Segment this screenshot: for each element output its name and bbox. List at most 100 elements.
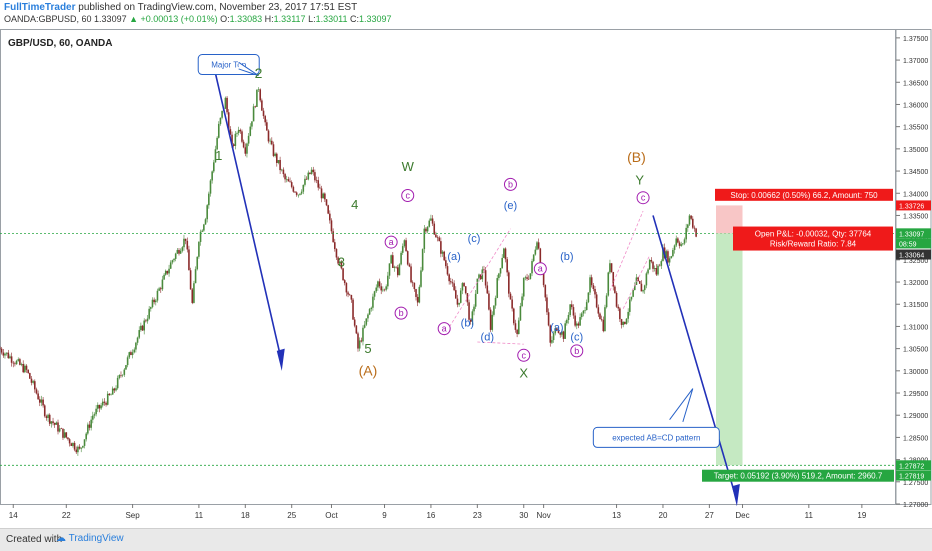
candle-body: [305, 178, 308, 180]
x-tick-label: 9: [382, 511, 387, 520]
candle-body: [650, 259, 653, 262]
candle-body: [587, 292, 590, 303]
author-link[interactable]: FullTimeTrader: [4, 2, 76, 13]
wave-label: X: [519, 365, 528, 380]
candle-body: [68, 439, 71, 444]
candle-body: [290, 182, 293, 187]
candle-body: [297, 194, 300, 196]
wave-label: (b): [560, 251, 573, 263]
open-pnl-line1: Open P&L: -0.00032, Qty: 37764: [755, 230, 872, 239]
candle-body: [605, 295, 608, 308]
candle-body: [488, 293, 490, 310]
candle-body: [665, 251, 668, 258]
candle-body: [35, 389, 38, 394]
y-tick-label: 1.37500: [903, 36, 928, 43]
candle-body: [320, 188, 323, 199]
candle-body: [37, 393, 39, 400]
chart-frame[interactable]: Major Top expected AB=CD pattern Stop: 0.0…: [0, 29, 932, 522]
candle-body: [120, 374, 122, 376]
candle-body: [161, 279, 164, 290]
candle-body: [325, 199, 328, 206]
price-badge: [896, 238, 931, 249]
candle-body: [150, 307, 152, 309]
candle-body: [456, 298, 459, 305]
candle-body: [511, 299, 513, 309]
high-value: 1.33117: [273, 14, 306, 24]
candle-body: [503, 248, 505, 258]
candle-body: [12, 362, 15, 364]
x-tick-label: 20: [659, 511, 668, 520]
major-top-callout-tail: [238, 61, 259, 77]
chart-title: GBP/USD, 60, OANDA: [8, 38, 112, 49]
candle-body: [579, 317, 581, 326]
candle-body: [436, 237, 439, 238]
candle-body: [514, 323, 517, 330]
candle-body: [95, 408, 97, 415]
symbol-text: OANDA:GBPUSD, 60: [4, 14, 92, 24]
candle-body: [279, 160, 281, 171]
candle-body: [0, 348, 1, 350]
channel-line: [477, 341, 524, 345]
candle-body: [93, 414, 96, 416]
candle-body: [521, 296, 523, 307]
candle-body: [517, 320, 520, 335]
candle-body: [448, 274, 450, 282]
candle-body: [491, 314, 494, 330]
candle-body: [83, 439, 86, 446]
tradingview-logo[interactable]: ☁ TradingView: [56, 533, 124, 544]
candle-body: [360, 340, 363, 342]
candle-body: [204, 219, 207, 225]
y-tick-label: 1.33500: [903, 213, 928, 220]
target-box: [702, 469, 894, 482]
candle-body: [471, 311, 474, 322]
candle-body: [440, 241, 442, 254]
candle-body: [232, 144, 235, 146]
candle-body: [637, 277, 639, 281]
target-box-text: Target: 0.05192 (3.90%) 519.2, Amount: 2…: [714, 472, 883, 481]
candle-body: [246, 143, 248, 154]
channel-line: [609, 210, 644, 292]
candle-body: [658, 265, 661, 267]
candle-body: [580, 313, 583, 318]
candle-body: [62, 428, 64, 438]
candle-body: [413, 282, 416, 290]
wave-circle: [636, 191, 650, 205]
candle-body: [683, 239, 686, 244]
wave-circle: [503, 177, 517, 191]
candle-body: [547, 312, 550, 326]
candle-body: [566, 319, 568, 324]
candle-body: [504, 248, 507, 260]
candle-body: [390, 255, 392, 264]
candle-body: [630, 296, 633, 300]
candle-body: [159, 288, 162, 290]
candle-body: [2, 352, 5, 356]
candle-body: [640, 283, 643, 292]
candle-body: [217, 123, 220, 138]
x-tick-label: Nov: [537, 511, 551, 520]
candle-body: [193, 283, 195, 303]
candle-body: [78, 446, 81, 449]
channel-line: [443, 228, 511, 336]
candle-body: [227, 112, 230, 130]
candle-body: [368, 309, 371, 315]
candle-body: [163, 274, 165, 280]
candle-body: [123, 369, 126, 375]
candle-body: [378, 281, 381, 287]
candle-body: [209, 180, 212, 194]
major-top-callout-text: Major Top: [211, 61, 247, 70]
candle-body: [103, 401, 106, 403]
candle-body: [562, 331, 565, 339]
candle-body: [468, 302, 470, 320]
candle-body: [410, 266, 412, 283]
price-axis-area: [895, 29, 932, 505]
candle-body: [241, 131, 243, 142]
candle-body: [224, 97, 227, 109]
wave-labels: 2 1 4 3 5 (A) W X (B) Y (a) (b) (c) (d) (e) (b) (a) (c) c a…: [215, 65, 650, 380]
candle-body: [153, 299, 155, 303]
candle-body: [582, 310, 585, 314]
candle-body: [251, 121, 253, 127]
candle-body: [479, 274, 482, 280]
candle-body: [687, 224, 689, 228]
price-chart[interactable]: Major Top expected AB=CD pattern Stop: 0.0…: [0, 29, 932, 522]
open-pnl-line2: Risk/Reward Ratio: 7.84: [770, 240, 857, 249]
